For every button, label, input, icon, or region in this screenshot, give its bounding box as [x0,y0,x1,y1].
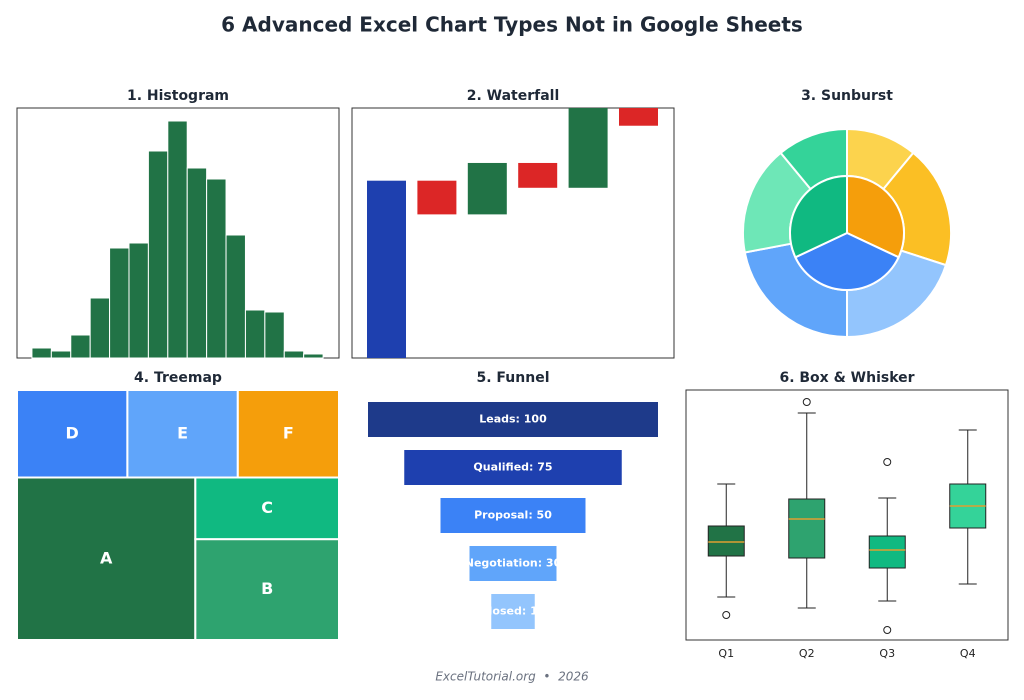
funnel-bar [491,594,535,629]
plot-frame [351,107,675,359]
chart-title: 2. Waterfall [467,88,560,104]
outlier [883,626,892,634]
outlier [883,458,892,466]
x-tick-label: Q3 [879,647,895,660]
x-tick-label: Q4 [960,647,976,660]
outlier [722,611,731,619]
treemap-tile [126,389,239,479]
waterfall-bar [467,162,507,215]
funnel-bar [404,450,622,485]
treemap-label: F [283,423,294,442]
histogram-bar [303,353,324,359]
x-tick-label: Q2 [799,647,815,660]
inner-segment [789,174,848,259]
funnel-label: Negotiation: 30 [465,557,562,570]
histogram-bar [206,178,227,359]
outlier [802,398,811,406]
inner-segment [794,231,900,291]
treemap-label: B [261,579,273,598]
histogram-bar [109,247,130,359]
funnel-label: Closed: 15 [481,605,546,618]
funnel-label: Leads: 100 [479,413,547,426]
histogram-bar [89,297,111,359]
funnel-bar [440,498,586,533]
histogram-bar [225,234,246,359]
histogram-bar [147,150,169,359]
chart-title: 5. Funnel [477,370,550,386]
funnel-label: Proposal: 50 [474,509,552,522]
treemap-tile [194,476,340,541]
histogram-bar [70,334,91,359]
histogram-bar [244,309,266,359]
chart-title: 3. Sunburst [801,88,893,104]
box [868,535,906,569]
treemap-tile [194,538,340,642]
histogram-bar [264,311,285,359]
box [788,498,826,559]
histogram-bar [283,350,305,359]
waterfall-bar [417,180,457,215]
treemap-label: A [100,548,113,567]
treemap-tile [16,389,129,479]
histogram-bar [167,120,188,359]
histogram-bar [50,350,72,359]
x-tick-label: Q1 [718,647,734,660]
chart-title: 1. Histogram [127,88,229,104]
chart-title: 4. Treemap [134,370,222,386]
waterfall-bar [568,108,608,188]
footer: ExcelTutorial.org • 2026 [435,670,589,684]
treemap-label: D [66,423,79,442]
histogram-bar [128,242,149,359]
chart-title: 6. Box & Whisker [779,370,914,386]
funnel-bar [368,402,658,437]
histogram-bar [31,347,52,359]
treemap-tile [236,389,340,479]
histogram-bar [186,167,208,359]
box [707,525,745,557]
inner-segment [846,174,905,259]
waterfall-bar [619,108,658,126]
waterfall-bar [518,162,558,188]
treemap-label: C [261,498,273,517]
page-title: 6 Advanced Excel Chart Types Not in Goog… [221,13,803,37]
treemap-label: E [177,423,188,442]
funnel-label: Qualified: 75 [473,461,552,474]
plot-frame [685,389,1009,641]
funnel-bar [469,546,557,581]
waterfall-bar [367,180,406,358]
